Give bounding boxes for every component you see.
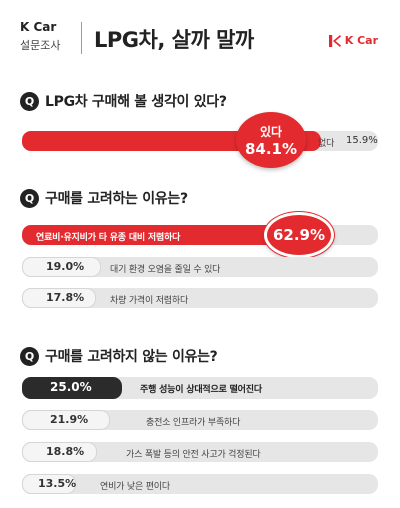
question-badge-3: Q [20,346,39,366]
question-badge-1: Q [20,91,39,111]
q2-value-2: 19.0% [46,260,85,273]
q3-label-1: 주행 성능이 상대적으로 떨어진다 [140,385,262,395]
q2-bar-1 [22,225,284,245]
q3-bar-track-2 [22,410,378,430]
q1-yes-value: 84.1% [244,139,298,158]
q1-no-value: 15.9% [346,135,378,146]
q2-bar-track-3 [22,288,378,308]
q3-bar-3 [22,442,97,462]
header-divider [81,22,82,54]
question-3: Q 구매를 고려하지 않는 이유는? [20,346,218,366]
question-2: Q 구매를 고려하는 이유는? [20,188,188,208]
q2-bar-3 [22,288,96,308]
q2-label-1: 연료비·유지비가 타 유종 대비 저렴하다 [36,233,181,243]
q3-bar-1 [22,377,122,399]
question-1-title: LPG차 구매해 볼 생각이 있다? [45,94,227,110]
q1-yes-label: 있다 [259,124,283,139]
q3-label-2: 충전소 인프라가 부족하다 [146,418,241,428]
q3-bar-track-4 [22,474,378,494]
q3-label-3: 가스 폭발 등의 안전 사고가 걱정된다 [126,450,261,460]
page-title: LPG차, 살까 말까 [94,28,254,52]
kcar-logo-icon [328,34,341,47]
q3-value-2: 21.9% [50,413,89,426]
header-subtitle: 설문조사 [20,39,61,52]
question-3-title: 구매를 고려하지 않는 이유는? [45,349,218,365]
q2-label-3: 차량 가격이 저렴하다 [110,296,189,306]
question-badge-2: Q [20,188,39,208]
q3-bar-track-1 [22,377,378,399]
q3-value-4: 13.5% [38,477,77,490]
kcar-logo: K Car [328,34,378,47]
q2-value-3: 17.8% [46,291,85,304]
header-brand: K Car [20,20,57,34]
q2-bar-track-2 [22,257,378,277]
q2-label-2: 대기 환경 오염을 줄일 수 있다 [110,265,221,275]
header: K Car 설문조사 LPG차, 살까 말까 K Car [0,0,400,80]
question-1: Q LPG차 구매해 볼 생각이 있다? [20,91,227,111]
q3-bar-track-3 [22,442,378,462]
q3-bar-2 [22,410,110,430]
q2-bar-2 [22,257,101,277]
q3-value-1: 25.0% [50,380,92,394]
q1-no-label: 없다 [318,139,335,149]
logo-text: K Car [344,34,378,47]
q3-bar-4 [22,474,76,494]
q2-top-bubble: 62.9% [264,212,334,258]
q1-yes-bubble: 있다 84.1% [236,112,306,168]
question-2-title: 구매를 고려하는 이유는? [45,191,188,207]
q3-value-3: 18.8% [46,445,85,458]
q2-value-1: 62.9% [272,226,326,244]
q3-label-4: 연비가 낮은 편이다 [100,482,170,492]
